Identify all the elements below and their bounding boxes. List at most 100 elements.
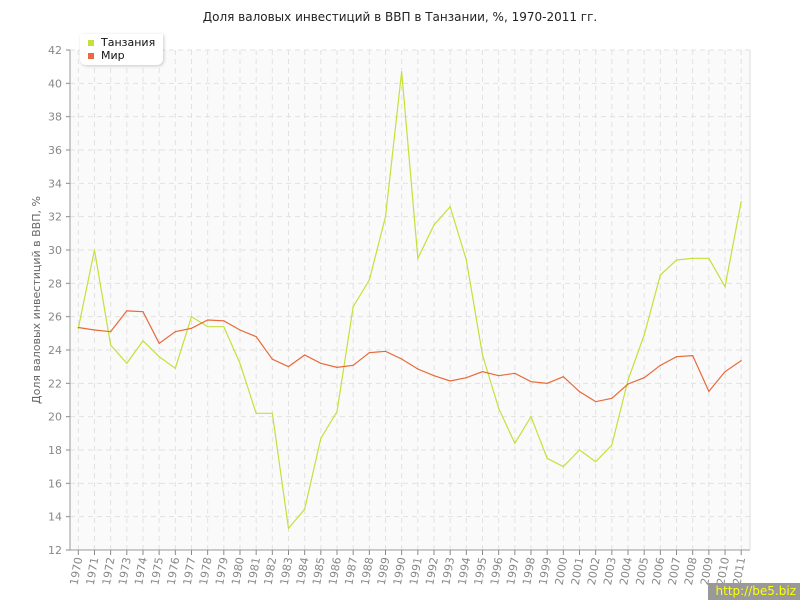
- data-point: [724, 371, 726, 373]
- y-tick-label: 34: [48, 177, 62, 190]
- x-tick-label: 1986: [326, 556, 344, 586]
- legend-item-world[interactable]: Мир: [88, 49, 155, 62]
- x-tick-label: 1997: [504, 556, 522, 586]
- series-line: [78, 310, 742, 403]
- y-tick-label: 24: [48, 344, 62, 357]
- y-tick-label: 28: [48, 277, 62, 290]
- x-tick-label: 1981: [245, 556, 263, 586]
- x-tick-label: 1988: [359, 556, 377, 586]
- x-tick-label: 1985: [310, 556, 328, 586]
- x-tick-label: 1979: [213, 556, 231, 586]
- y-tick-label: 16: [48, 477, 62, 490]
- data-point: [530, 416, 532, 418]
- x-tick-label: 2004: [617, 556, 635, 586]
- legend-item-tanzania[interactable]: Танзания: [88, 36, 155, 49]
- y-tick-label: 42: [48, 44, 62, 57]
- data-point: [368, 279, 370, 281]
- data-point: [93, 329, 96, 331]
- data-point: [336, 411, 338, 413]
- data-point: [320, 362, 322, 364]
- series-line: [77, 71, 742, 530]
- x-tick-label: 1975: [148, 556, 166, 586]
- data-point: [158, 342, 160, 344]
- data-point: [142, 340, 144, 342]
- legend-swatch: [88, 39, 94, 46]
- data-point: [740, 360, 742, 362]
- plot-area: [70, 50, 750, 550]
- y-tick-label: 20: [48, 411, 62, 424]
- data-point: [110, 331, 112, 333]
- x-tick-label: 1994: [456, 556, 474, 586]
- data-point: [384, 350, 387, 352]
- x-tick-label: 2006: [650, 556, 668, 586]
- data-point: [255, 336, 257, 338]
- legend: Танзания Мир: [80, 34, 164, 65]
- data-point: [611, 397, 613, 399]
- x-tick-label: 1987: [342, 556, 360, 586]
- y-tick-label: 36: [48, 144, 62, 157]
- y-tick-label: 26: [48, 311, 62, 324]
- y-tick-label: 38: [48, 111, 62, 124]
- data-point: [692, 257, 694, 259]
- x-tick-label: 1990: [391, 556, 409, 586]
- watermark[interactable]: http://be5.biz: [707, 583, 800, 600]
- data-point: [449, 206, 451, 208]
- data-point: [207, 319, 209, 321]
- data-point: [724, 286, 726, 288]
- x-tick-label: 1993: [439, 556, 457, 586]
- data-point: [352, 306, 354, 308]
- x-tick-label: 2002: [585, 556, 603, 586]
- data-point: [498, 375, 500, 377]
- data-point: [578, 449, 581, 451]
- data-point: [708, 390, 710, 392]
- data-point: [304, 508, 306, 510]
- x-tick-label: 2000: [553, 556, 571, 586]
- data-point: [562, 376, 564, 378]
- data-point: [692, 355, 694, 357]
- x-tick-label: 1992: [423, 556, 441, 586]
- data-point: [514, 372, 516, 374]
- x-tick-label: 1977: [181, 556, 199, 586]
- legend-swatch: [88, 52, 94, 59]
- data-point: [223, 320, 225, 322]
- data-point: [740, 201, 742, 203]
- x-tick-label: 1983: [278, 556, 296, 586]
- data-point: [207, 326, 209, 328]
- data-point: [352, 364, 354, 366]
- data-point: [368, 352, 370, 354]
- x-tick-label: 2008: [682, 556, 700, 586]
- x-tick-label: 2011: [730, 556, 748, 586]
- x-tick-label: 1972: [100, 556, 118, 586]
- data-point: [401, 71, 403, 73]
- x-tick-label: 1989: [375, 556, 393, 586]
- legend-label: Мир: [101, 49, 125, 62]
- data-point: [401, 358, 403, 360]
- data-point: [287, 366, 290, 368]
- data-point: [433, 224, 435, 226]
- x-tick-label: 2001: [569, 556, 587, 586]
- data-point: [643, 334, 645, 336]
- x-tick-label: 2007: [666, 556, 684, 586]
- x-tick-label: 1971: [84, 556, 102, 586]
- data-point: [239, 329, 241, 331]
- x-tick-label: 1991: [407, 556, 425, 586]
- data-point: [449, 380, 451, 382]
- data-point: [481, 354, 484, 356]
- data-point: [142, 311, 144, 313]
- legend-label: Танзания: [101, 36, 156, 49]
- data-point: [174, 367, 176, 369]
- x-tick-label: 1980: [229, 556, 247, 586]
- data-point: [417, 257, 419, 259]
- x-tick-label: 1978: [197, 556, 215, 586]
- data-point: [223, 326, 225, 328]
- x-tick-label: 1984: [294, 556, 312, 586]
- chart-title: Доля валовых инвестиций в ВВП в Танзании…: [202, 10, 598, 24]
- data-point: [271, 412, 273, 414]
- data-point: [158, 356, 160, 358]
- data-point: [546, 382, 548, 384]
- x-tick-label: 2010: [714, 556, 732, 586]
- x-tick-label: 2005: [633, 556, 651, 586]
- y-tick-label: 40: [48, 77, 62, 90]
- data-point: [530, 381, 532, 383]
